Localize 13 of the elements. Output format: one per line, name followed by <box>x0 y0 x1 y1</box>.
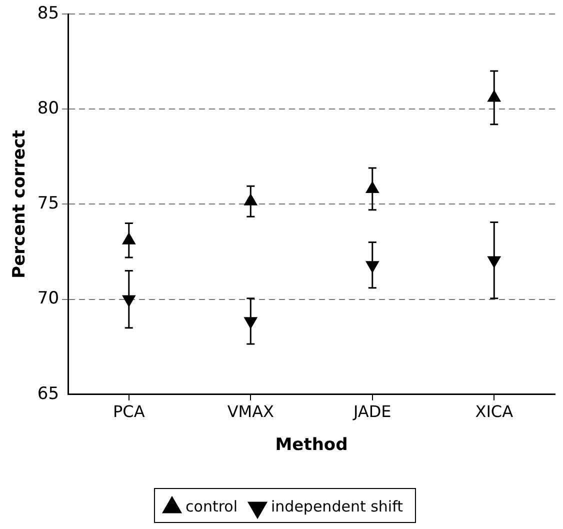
y-tick-label: 85 <box>37 3 60 24</box>
legend-label: control <box>186 497 238 516</box>
x-tick-label: PCA <box>113 402 145 422</box>
y-tick-label: 65 <box>37 384 60 404</box>
x-tick-label: JADE <box>352 402 392 422</box>
x-tick-label: VMAX <box>227 402 274 422</box>
y-tick-label: 75 <box>37 194 60 214</box>
x-axis-title: Method <box>275 435 348 456</box>
y-tick-label: 80 <box>37 98 60 119</box>
legend-label: independent shift <box>271 497 404 516</box>
y-axis-title: Percent correct <box>10 130 30 278</box>
y-tick-label: 70 <box>37 288 60 309</box>
x-tick-label: XICA <box>475 402 514 422</box>
